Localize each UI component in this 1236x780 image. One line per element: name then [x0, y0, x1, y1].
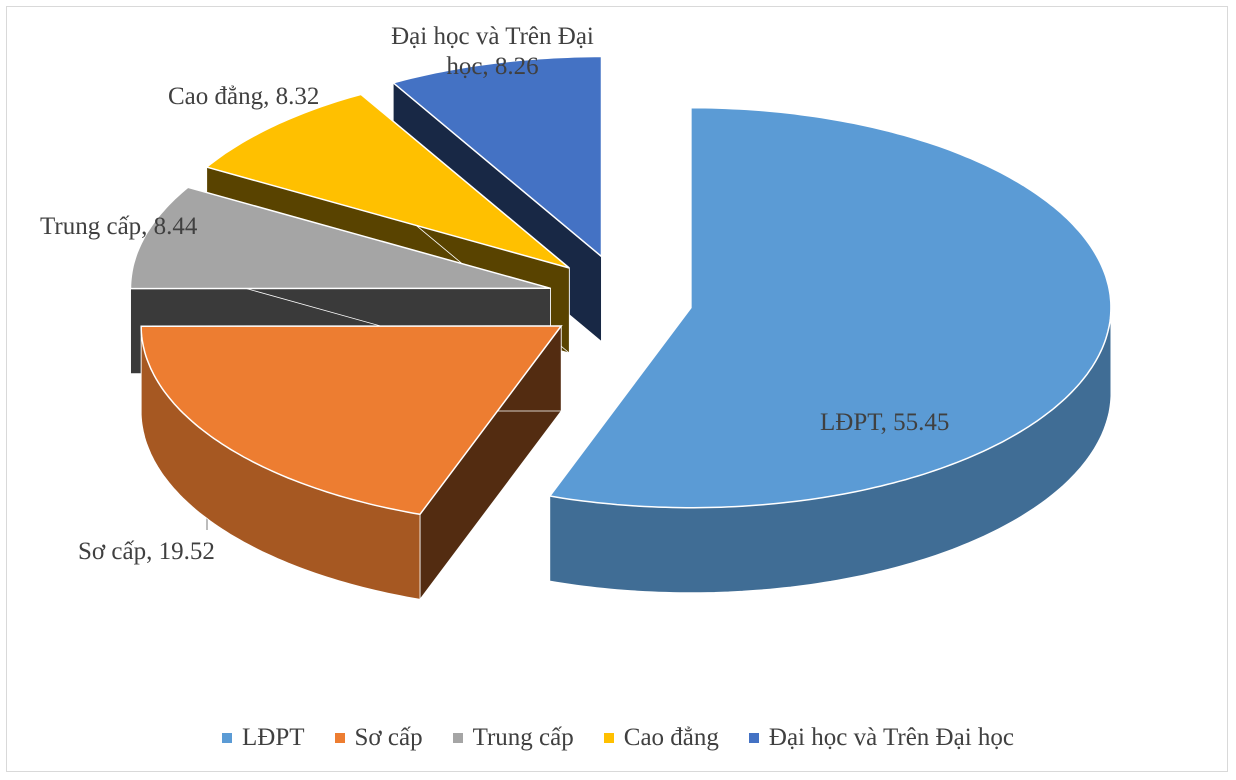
legend-item: Sơ cấp: [334, 724, 423, 752]
legend-label: Sơ cấp: [354, 724, 423, 751]
data-label: Sơ cấp, 19.52: [78, 538, 215, 565]
slice: [140, 325, 563, 516]
data-label: Trung cấp, 8.44: [40, 213, 198, 240]
chart-frame: [6, 6, 1228, 772]
legend-item: LĐPT: [222, 724, 305, 752]
data-label: Đại học và Trên Đại học, 8.26: [391, 23, 594, 80]
legend-swatch: [452, 733, 463, 743]
data-label: Cao đẳng, 8.32: [168, 83, 320, 110]
legend-label: LĐPT: [242, 724, 305, 751]
legend-label: Đại học và Trên Đại học: [768, 724, 1014, 751]
slice: [205, 93, 570, 269]
data-label: LĐPT, 55.45: [820, 409, 950, 436]
legend-swatch: [334, 733, 345, 743]
legend-swatch: [748, 733, 759, 743]
legend-item: Cao đẳng: [603, 724, 719, 752]
legend: LĐPT Sơ cấp Trung cấp Cao đẳng Đại học và Tr…: [0, 724, 1236, 752]
legend-label: Cao đẳng: [623, 724, 719, 751]
slice: [129, 186, 551, 290]
legend-label: Trung cấp: [472, 724, 574, 751]
slice: [391, 55, 603, 259]
slice: [548, 106, 1112, 509]
legend-item: Trung cấp: [452, 724, 574, 752]
legend-item: Đại học và Trên Đại học: [748, 724, 1014, 752]
legend-swatch: [222, 733, 233, 743]
legend-swatch: [603, 733, 614, 743]
